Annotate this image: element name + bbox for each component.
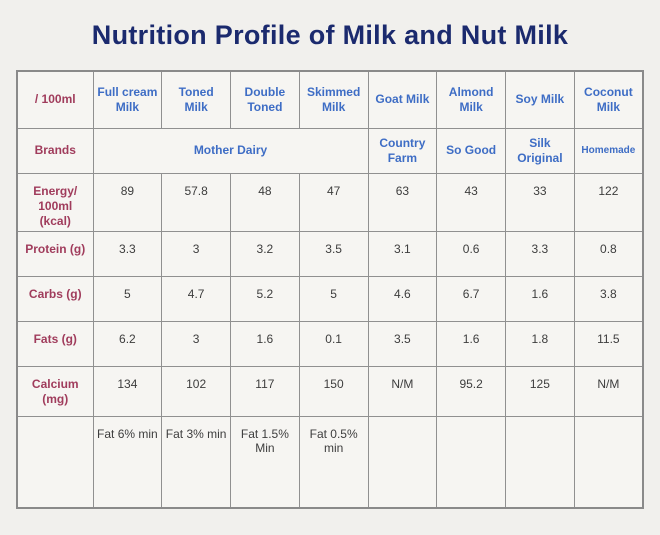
value-cell: Fat 1.5% Min (230, 415, 300, 509)
table-body: Energy/ 100ml (kcal) 89 57.8 48 47 63 43 33 122 P… (16, 172, 644, 509)
row-label-cell: Carbs (g) (16, 275, 94, 322)
column-header: Goat Milk (367, 70, 438, 129)
value-cell: 3.5 (367, 320, 438, 367)
table-row: Fat 6% min Fat 3% min Fat 1.5% Min Fat 0.5%… (16, 415, 644, 509)
table-row: Calcium (mg) 134 102 117 150 N/M 95.2 125 N/M (16, 365, 644, 417)
value-cell: Fat 3% min (161, 415, 231, 509)
value-cell: 3 (161, 230, 231, 277)
value-cell: 3.3 (505, 230, 575, 277)
value-cell: 3.8 (573, 275, 644, 322)
value-cell: 117 (230, 365, 300, 417)
value-cell: 102 (161, 365, 231, 417)
value-cell: 3.5 (298, 230, 369, 277)
value-cell: Fat 0.5% min (298, 415, 369, 509)
value-cell: N/M (573, 365, 644, 417)
value-cell: 43 (436, 172, 506, 232)
value-cell (573, 415, 644, 509)
page-title: Nutrition Profile of Milk and Nut Milk (91, 20, 569, 50)
value-cell: 3 (161, 320, 231, 367)
column-header: Skimmed Milk (298, 70, 369, 129)
value-cell: 3.3 (92, 230, 163, 277)
column-header: Almond Milk (436, 70, 506, 129)
nutrition-table: / 100ml Full cream Milk Toned Milk Double … (16, 70, 644, 509)
nutrition-table-container: / 100ml Full cream Milk Toned Milk Double … (16, 70, 644, 509)
value-cell: N/M (367, 365, 438, 417)
value-cell (367, 415, 438, 509)
value-cell: 63 (367, 172, 438, 232)
column-header: Soy Milk (505, 70, 575, 129)
value-cell: 122 (573, 172, 644, 232)
value-cell: 1.6 (436, 320, 506, 367)
row-label-cell: Calcium (mg) (16, 365, 94, 417)
value-cell: 6.2 (92, 320, 163, 367)
value-cell: 125 (505, 365, 575, 417)
value-cell: 57.8 (161, 172, 231, 232)
value-cell (436, 415, 506, 509)
value-cell: 47 (298, 172, 369, 232)
value-cell: 5 (298, 275, 369, 322)
table-row: Protein (g) 3.3 3 3.2 3.5 3.1 0.6 3.3 0.8 (16, 230, 644, 277)
brand-cell: So Good (436, 127, 506, 174)
value-cell: 48 (230, 172, 300, 232)
header-row: / 100ml Full cream Milk Toned Milk Double … (16, 70, 644, 129)
row-label-cell: Protein (g) (16, 230, 94, 277)
value-cell: Fat 6% min (92, 415, 163, 509)
brands-label-cell: Brands (16, 127, 94, 174)
value-cell: 4.7 (161, 275, 231, 322)
table-row: Energy/ 100ml (kcal) 89 57.8 48 47 63 43 33 122 (16, 172, 644, 232)
value-cell: 3.1 (367, 230, 438, 277)
value-cell: 33 (505, 172, 575, 232)
value-cell: 6.7 (436, 275, 506, 322)
value-cell: 5.2 (230, 275, 300, 322)
brands-row: Brands Mother Dairy Country Farm So Good S… (16, 127, 644, 174)
table-row: Fats (g) 6.2 3 1.6 0.1 3.5 1.6 1.8 11.5 (16, 320, 644, 367)
column-header: Toned Milk (161, 70, 231, 129)
table-row: Carbs (g) 5 4.7 5.2 5 4.6 6.7 1.6 3.8 (16, 275, 644, 322)
value-cell: 150 (298, 365, 369, 417)
column-header: Double Toned (230, 70, 300, 129)
value-cell: 0.1 (298, 320, 369, 367)
value-cell: 1.8 (505, 320, 575, 367)
row-label-cell (16, 415, 94, 509)
value-cell: 95.2 (436, 365, 506, 417)
value-cell: 1.6 (230, 320, 300, 367)
value-cell: 11.5 (573, 320, 644, 367)
value-cell (505, 415, 575, 509)
brand-cell: Silk Original (505, 127, 575, 174)
value-cell: 134 (92, 365, 163, 417)
value-cell: 0.8 (573, 230, 644, 277)
value-cell: 0.6 (436, 230, 506, 277)
brand-cell-mother-dairy: Mother Dairy (92, 127, 369, 174)
value-cell: 4.6 (367, 275, 438, 322)
column-header: Full cream Milk (92, 70, 163, 129)
value-cell: 89 (92, 172, 163, 232)
row-label-cell: Energy/ 100ml (kcal) (16, 172, 94, 232)
column-header: Coconut Milk (573, 70, 644, 129)
row-label-cell: Fats (g) (16, 320, 94, 367)
value-cell: 5 (92, 275, 163, 322)
brand-cell: Country Farm (367, 127, 438, 174)
value-cell: 3.2 (230, 230, 300, 277)
brand-cell: Homemade (573, 127, 644, 174)
unit-label-cell: / 100ml (16, 70, 94, 129)
value-cell: 1.6 (505, 275, 575, 322)
